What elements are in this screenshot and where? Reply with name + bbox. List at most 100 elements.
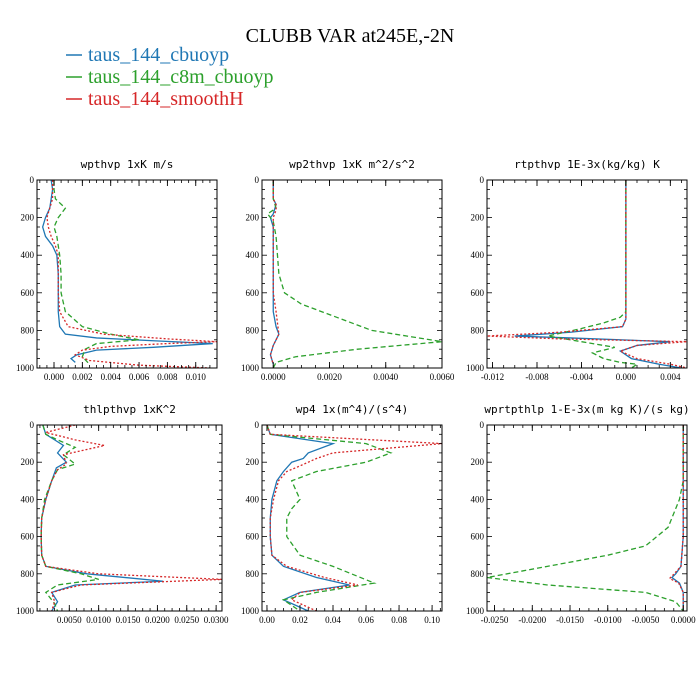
chart-panel-1: wpthvp 1xK m/s 0 200 400 600 800 1000 0.000 0.00… <box>16 158 218 382</box>
series-line-taus_144_c8m_cbuoyp <box>266 425 393 611</box>
y-tick-label: 800 <box>246 569 260 579</box>
y-tick-label: 800 <box>471 325 485 335</box>
plot-frame <box>486 424 688 612</box>
y-tick-label: 1000 <box>241 606 260 616</box>
x-tick-label: 0.006 <box>129 372 150 382</box>
x-tick-label: -0.0050 <box>632 615 660 625</box>
y-tick-label: 400 <box>21 494 35 504</box>
y-tick-label: 200 <box>471 213 485 223</box>
y-tick-label: 800 <box>471 569 485 579</box>
y-tick-label: 600 <box>246 532 260 542</box>
x-tick-label: 0.0020 <box>317 372 342 382</box>
x-tick-label: 0.0060 <box>430 372 455 382</box>
series-line-taus_144_c8m_cbuoyp <box>40 425 99 611</box>
y-tick-label: 1000 <box>466 606 485 616</box>
x-tick-label: 0.0200 <box>145 615 170 625</box>
legend-entry-3: taus_144_smoothH <box>66 88 244 110</box>
x-tick-label: -0.0250 <box>481 615 509 625</box>
y-tick-label: 600 <box>471 288 485 298</box>
legend-entry-2: taus_144_c8m_cbuoyp <box>66 66 274 88</box>
legend-label-2: taus_144_c8m_cbuoyp <box>88 66 274 88</box>
chart-title-3: rtpthvp 1E-3x(kg/kg) K <box>514 158 660 171</box>
x-tick-label: 0.004 <box>101 372 122 382</box>
series-line-taus_144_c8m_cbuoyp <box>266 180 442 368</box>
series-line-taus_144_cbuoyp <box>269 180 280 365</box>
x-tick-label: -0.012 <box>481 372 504 382</box>
x-tick-label: -0.008 <box>525 372 549 382</box>
x-tick-label: 0.02 <box>292 615 308 625</box>
x-tick-label: 0.10 <box>424 615 440 625</box>
y-tick-label: 1000 <box>16 363 35 373</box>
y-tick-label: 400 <box>21 250 35 260</box>
plot-frame <box>261 424 443 612</box>
chart-panel-2: wp2thvp 1xK m^2/s^2020040060080010000.00… <box>241 158 455 382</box>
legend-entry-1: taus_144_cbuoyp <box>66 44 229 66</box>
series-line-taus_144_c8m_cbuoyp <box>53 180 140 365</box>
x-tick-label: 0.0150 <box>116 615 141 625</box>
x-tick-label: -0.0100 <box>594 615 622 625</box>
series-group-5 <box>266 425 442 611</box>
chart-title-1: wpthvp 1xK m/s <box>81 158 174 171</box>
x-tick-label: 0.0000 <box>671 615 696 625</box>
x-tick-label: 0.04 <box>325 615 341 625</box>
y-tick-label: 200 <box>21 457 35 467</box>
x-tick-label: 0.010 <box>186 372 207 382</box>
x-tick-label: 0.0050 <box>57 615 82 625</box>
y-tick-label: 400 <box>471 494 485 504</box>
x-tick-label: 0.06 <box>358 615 374 625</box>
y-tick-label: 0 <box>30 420 35 430</box>
chart-title-6: wprtpthlp 1-E-3x(m kg K)/(s kg) <box>484 403 689 416</box>
x-tick-label: -0.004 <box>570 372 594 382</box>
y-tick-label: 600 <box>471 532 485 542</box>
x-tick-label: 0.0000 <box>261 372 286 382</box>
y-tick-label: 1000 <box>466 363 485 373</box>
series-group-1 <box>41 180 217 368</box>
x-tick-label: 0.000 <box>616 372 637 382</box>
figure-title: CLUBB VAR at245E,-2N <box>246 25 455 47</box>
y-tick-label: 200 <box>246 457 260 467</box>
chart-panel-4: thlpthvp 1xK^2 0 200 400 600 800 1000 0.0050 0.0… <box>16 403 229 625</box>
y-tick-label: 400 <box>246 250 260 260</box>
series-line-taus_144_smoothH <box>269 180 280 365</box>
plot-frame <box>486 179 688 369</box>
series-line-taus_144_c8m_cbuoyp <box>547 180 639 368</box>
y-tick-label: 800 <box>21 569 35 579</box>
series-group-4 <box>40 425 222 611</box>
x-tick-label: 0.0250 <box>174 615 199 625</box>
series-line-taus_144_cbuoyp <box>514 180 682 368</box>
series-line-taus_144_smoothH <box>668 425 684 611</box>
y-tick-label: 0 <box>480 420 485 430</box>
series-group-2 <box>266 180 442 368</box>
y-tick-label: 400 <box>471 250 485 260</box>
plot-frame <box>261 179 443 369</box>
y-tick-label: 0 <box>480 175 485 185</box>
x-tick-label: 0.08 <box>391 615 407 625</box>
y-tick-label: 200 <box>21 213 35 223</box>
legend: taus_144_cbuoyp taus_144_c8m_cbuoyp taus… <box>66 44 274 110</box>
y-tick-label: 600 <box>21 288 35 298</box>
x-tick-label: 0.002 <box>72 372 92 382</box>
series-line-taus_144_smoothH <box>266 425 442 611</box>
series-line-taus_144_cbuoyp <box>41 180 213 363</box>
x-tick-label: 0.004 <box>660 372 681 382</box>
x-tick-label: -0.0150 <box>556 615 584 625</box>
y-tick-label: 200 <box>471 457 485 467</box>
x-tick-label: 0.00 <box>259 615 275 625</box>
series-line-taus_144_cbuoyp <box>266 425 350 611</box>
y-tick-label: 0 <box>30 175 35 185</box>
legend-label-1: taus_144_cbuoyp <box>88 44 229 66</box>
y-tick-label: 0 <box>255 175 260 185</box>
chart-title-2: wp2thvp 1xK m^2/s^2 <box>289 158 415 171</box>
y-tick-label: 0 <box>255 420 260 430</box>
y-tick-label: 600 <box>246 288 260 298</box>
series-line-taus_144_cbuoyp <box>670 425 684 611</box>
series-line-taus_144_smoothH <box>487 180 687 368</box>
y-tick-label: 800 <box>21 325 35 335</box>
legend-label-3: taus_144_smoothH <box>88 88 244 110</box>
series-group-6 <box>487 425 684 611</box>
chart-title-5: wp4 1x(m^4)/(s^4) <box>296 403 409 416</box>
x-tick-label: 0.0300 <box>204 615 229 625</box>
